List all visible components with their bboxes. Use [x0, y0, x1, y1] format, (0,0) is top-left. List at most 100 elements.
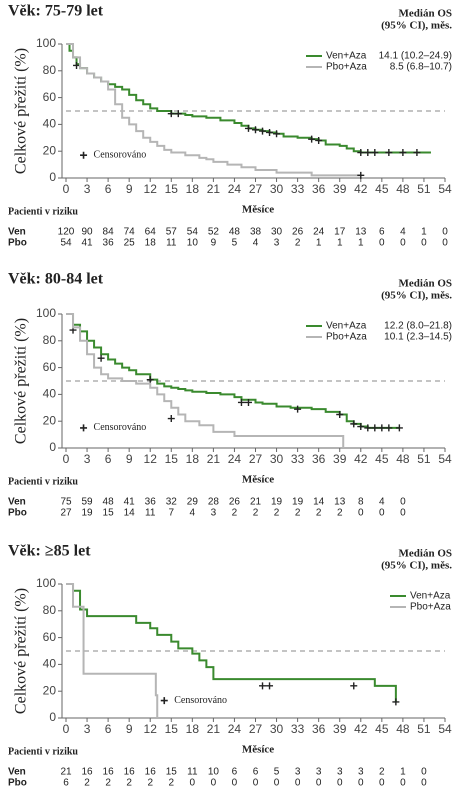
risk-count: 2 — [295, 238, 301, 249]
censor-mark — [244, 398, 252, 406]
risk-count: 13 — [355, 227, 367, 238]
risk-row-label: Ven — [8, 767, 26, 778]
x-tick-label: 48 — [396, 452, 410, 466]
risk-count: 8 — [358, 497, 364, 508]
risk-count: 0 — [400, 778, 406, 789]
survival-curve — [66, 43, 431, 154]
risk-count: 3 — [274, 238, 280, 249]
x-tick-label: 21 — [207, 182, 221, 196]
x-tick-label: 45 — [375, 722, 389, 736]
risk-row-label: Ven — [8, 227, 26, 238]
risk-count: 5 — [274, 767, 280, 778]
censor-mark — [237, 398, 245, 406]
x-tick-label: 0 — [63, 182, 70, 196]
risk-count: 0 — [337, 778, 343, 789]
y-tick-label: 0 — [49, 170, 56, 184]
risk-count: 75 — [60, 497, 72, 508]
risk-count: 54 — [187, 227, 199, 238]
risk-count: 27 — [60, 508, 72, 519]
censor-mark — [378, 424, 386, 432]
risk-row-label: Pbo — [8, 778, 27, 789]
risk-count: 19 — [292, 497, 304, 508]
x-tick-label: 9 — [126, 182, 133, 196]
risk-count: 15 — [166, 767, 178, 778]
risk-count: 24 — [313, 227, 325, 238]
risk-count: 41 — [81, 238, 93, 249]
censor-mark — [364, 424, 372, 432]
risk-count: 0 — [400, 508, 406, 519]
risk-count: 2 — [126, 778, 132, 789]
censor-legend-symbol — [80, 151, 88, 159]
legend-title: (95% CI), měs. — [381, 290, 452, 302]
y-tick-label: 100 — [36, 36, 56, 50]
x-tick-label: 24 — [228, 182, 242, 196]
x-tick-label: 6 — [105, 452, 112, 466]
x-tick-label: 51 — [417, 722, 431, 736]
risk-count: 19 — [271, 497, 283, 508]
x-tick-label: 42 — [354, 722, 368, 736]
risk-count: 0 — [442, 238, 448, 249]
risk-count: 9 — [211, 238, 217, 249]
x-tick-label: 39 — [333, 182, 347, 196]
risk-count: 25 — [124, 238, 136, 249]
x-tick-label: 3 — [84, 452, 91, 466]
risk-count: 14 — [313, 497, 325, 508]
x-tick-label: 42 — [354, 182, 368, 196]
risk-count: 16 — [103, 767, 115, 778]
x-tick-label: 12 — [144, 722, 158, 736]
x-tick-label: 30 — [270, 182, 284, 196]
legend-median: 10.1 (2.3–14.5) — [384, 332, 452, 343]
risk-count: 16 — [81, 767, 93, 778]
censor-legend-label: Censorováno — [94, 422, 147, 433]
censor-mark — [399, 149, 407, 157]
censor-mark — [167, 110, 175, 118]
risk-count: 3 — [358, 767, 364, 778]
x-tick-label: 15 — [165, 722, 179, 736]
risk-count: 26 — [292, 227, 304, 238]
risk-count: 18 — [145, 238, 157, 249]
risk-count: 84 — [103, 227, 115, 238]
legend-label: Pbo+Aza — [326, 332, 367, 343]
x-tick-label: 30 — [270, 722, 284, 736]
risk-count: 11 — [145, 508, 156, 519]
panel-title: Věk: 80-84 let — [8, 271, 104, 288]
risk-count: 1 — [421, 227, 427, 238]
risk-count: 0 — [421, 778, 427, 789]
legend-label: Pbo+Aza — [410, 602, 451, 613]
x-tick-label: 0 — [63, 452, 70, 466]
censor-mark — [308, 135, 316, 143]
x-tick-label: 15 — [165, 452, 179, 466]
risk-title: Pacienti v riziku — [8, 206, 78, 217]
panel-title: Věk: 75-79 let — [8, 3, 104, 20]
risk-count: 0 — [274, 778, 280, 789]
risk-count: 4 — [400, 227, 406, 238]
risk-count: 21 — [60, 767, 72, 778]
x-tick-label: 9 — [126, 722, 133, 736]
risk-count: 59 — [81, 497, 93, 508]
risk-count: 120 — [58, 227, 75, 238]
y-tick-label: 80 — [43, 333, 57, 347]
censor-legend-label: Censorováno — [94, 150, 147, 161]
censor-mark — [174, 110, 182, 118]
risk-count: 41 — [124, 497, 136, 508]
x-tick-label: 3 — [84, 722, 91, 736]
risk-count: 0 — [400, 497, 406, 508]
risk-row-label: Pbo — [8, 238, 27, 249]
y-axis-label: Celkové přežití (%) — [13, 588, 30, 714]
risk-count: 4 — [253, 238, 259, 249]
x-axis-label: Měsíce — [242, 744, 274, 756]
x-tick-label: 54 — [438, 452, 452, 466]
legend-label: Pbo+Aza — [326, 62, 367, 73]
risk-count: 4 — [379, 497, 385, 508]
risk-count: 0 — [400, 238, 406, 249]
x-tick-label: 48 — [396, 722, 410, 736]
x-tick-label: 6 — [105, 722, 112, 736]
x-tick-label: 54 — [438, 722, 452, 736]
censor-mark — [266, 128, 274, 136]
risk-count: 4 — [190, 508, 196, 519]
risk-count: 10 — [187, 238, 199, 249]
x-tick-label: 3 — [84, 182, 91, 196]
y-tick-label: 0 — [49, 710, 56, 724]
